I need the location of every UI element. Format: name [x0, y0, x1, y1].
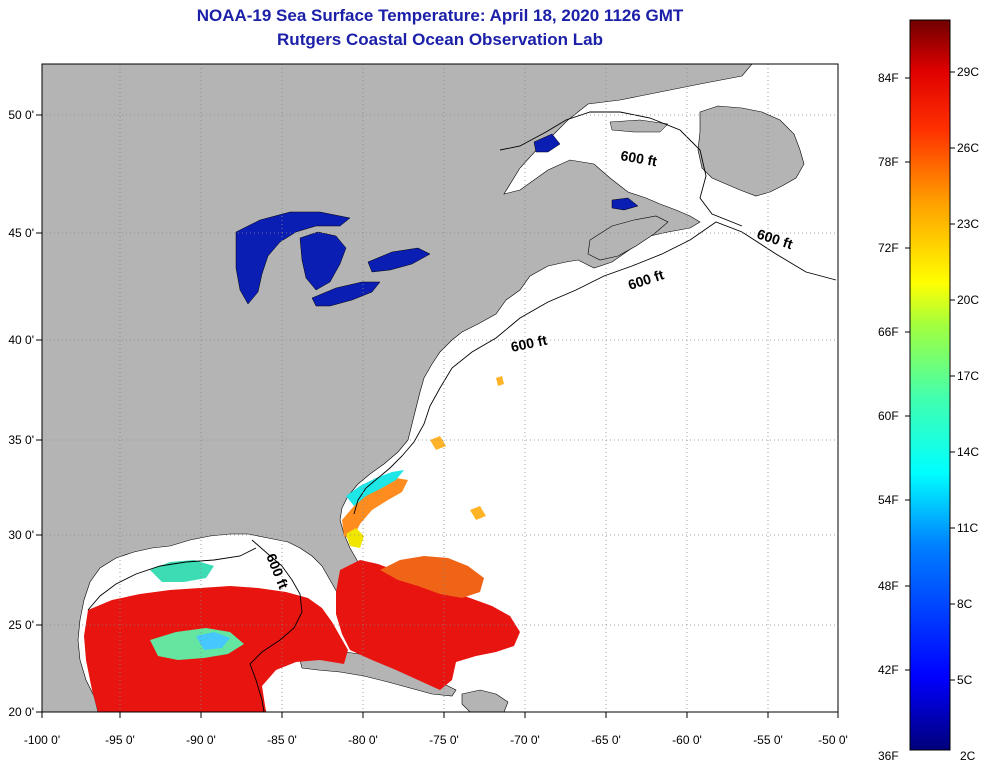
map-subtitle: Rutgers Coastal Ocean Observation Lab — [277, 30, 603, 49]
colorbar-c-label: 8C — [957, 597, 973, 611]
lon-label-65: -65 0' — [591, 733, 621, 747]
lat-label-45: 45 0' — [8, 226, 34, 240]
land-north-america — [42, 64, 753, 712]
colorbar-f-label: 72F — [878, 241, 899, 255]
isobath-600ft — [87, 111, 837, 712]
lon-label-90: -90 0' — [186, 733, 216, 747]
sst-atlantic-warm — [380, 556, 484, 598]
colorbar-c-label: 11C — [957, 521, 979, 535]
lat-label-20: 20 0' — [8, 705, 34, 719]
colorbar-c-label: 17C — [957, 369, 980, 383]
colorbar-f-label: 36F — [878, 749, 899, 763]
land-anticosti — [609, 119, 669, 133]
colorbar-ticks — [905, 71, 955, 681]
lon-label-50: -50 0' — [818, 733, 848, 747]
colorbar-c-label: 2C — [960, 749, 976, 763]
longitude-labels: -100 0' -95 0' -90 0' -85 0' -80 0' -75 … — [24, 733, 848, 747]
land-newfoundland — [697, 105, 805, 197]
colorbar-f-label: 48F — [878, 579, 899, 593]
sst-gulf-stream — [342, 478, 408, 540]
colorbar — [909, 19, 951, 751]
axis-ticks — [36, 114, 839, 718]
lon-label-60: -60 0' — [672, 733, 702, 747]
land-nova-scotia — [587, 215, 669, 261]
lat-label-25: 25 0' — [8, 618, 34, 632]
lon-label-75: -75 0' — [429, 733, 459, 747]
lat-label-30: 30 0' — [8, 528, 34, 542]
lon-label-85: -85 0' — [267, 733, 297, 747]
lon-label-100: -100 0' — [24, 733, 60, 747]
land-hispaniola — [461, 689, 509, 712]
graticule — [42, 64, 838, 712]
lat-label-40: 40 0' — [8, 333, 34, 347]
lon-label-95: -95 0' — [105, 733, 135, 747]
lat-label-35: 35 0' — [8, 433, 34, 447]
lon-label-70: -70 0' — [510, 733, 540, 747]
sst-yellow-patch — [346, 528, 364, 548]
map-frame — [41, 63, 839, 713]
lon-label-55: -55 0' — [753, 733, 783, 747]
latitude-labels: 50 0' 45 0' 40 0' 35 0' 30 0' 25 0' 20 0… — [8, 108, 34, 719]
colorbar-f-label: 84F — [878, 71, 899, 85]
map-title: NOAA-19 Sea Surface Temperature: April 1… — [196, 6, 684, 25]
colorbar-c-label: 5C — [957, 673, 973, 687]
colorbar-c-label: 20C — [957, 293, 980, 307]
sst-gulf-cyan-patch — [196, 632, 230, 650]
colorbar-c-label: 26C — [957, 141, 980, 155]
contour-label-600ft: 600 ft — [619, 147, 658, 169]
lat-label-50: 50 0' — [8, 108, 34, 122]
colorbar-c-label: 23C — [957, 217, 980, 231]
colorbar-f-label: 78F — [878, 155, 899, 169]
colorbar-f-label: 66F — [878, 325, 899, 339]
colorbar-c-label: 29C — [957, 65, 980, 79]
colorbar-f-label: 60F — [878, 409, 899, 423]
colorbar-f-label: 42F — [878, 663, 899, 677]
sst-florida-straits — [336, 560, 520, 690]
lon-label-80: -80 0' — [348, 733, 378, 747]
colorbar-f-label: 54F — [878, 493, 899, 507]
contour-label-600ft: 600 ft — [509, 332, 548, 355]
colorbar-c-label: 14C — [957, 445, 980, 459]
